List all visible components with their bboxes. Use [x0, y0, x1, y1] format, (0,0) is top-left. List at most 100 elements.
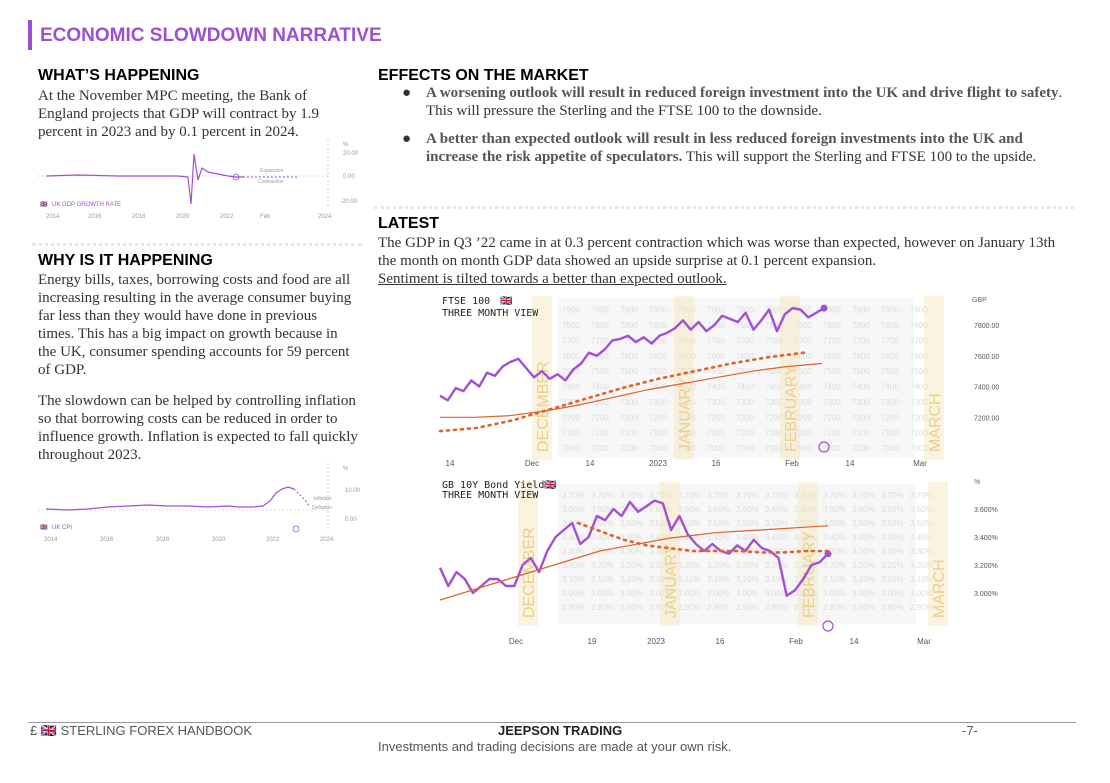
cpi-chart-label: UK CPI	[52, 525, 72, 531]
gdp-event-icon	[232, 173, 240, 181]
bond-month-band	[518, 482, 538, 626]
bond-grid-label: 3.50%	[794, 519, 817, 528]
ftse-grid-label: 7400	[794, 383, 812, 392]
ftse-ytick: 7600.00	[974, 354, 999, 361]
bond-grid-label: 3.00%	[823, 589, 846, 598]
bond-grid-label: 3.10%	[649, 575, 672, 584]
bond-grid-label: 3.70%	[852, 491, 875, 500]
ftse-grid-label: 7000	[765, 444, 783, 453]
ftse-grid-label: 7900	[852, 306, 870, 315]
cpi-ytick-unit: %	[343, 466, 349, 472]
ftse-grid-label: 7400	[881, 383, 899, 392]
bond-grid-label: 3.10%	[562, 575, 585, 584]
bond-xtick: Feb	[789, 637, 803, 646]
effects-bullet-2-bold: A better than expected outlook will resu…	[426, 131, 1023, 165]
bond-ytick: 3.600%	[974, 507, 998, 514]
ftse-grid-label: 7900	[881, 306, 899, 315]
ftse-ytick: 7400.00	[974, 385, 999, 392]
gdp-ytick-unit: %	[343, 142, 349, 148]
ftse-grid-label: 7000	[620, 444, 638, 453]
ftse-grid-label: 7300	[707, 398, 725, 407]
ftse-grid-label: 7600	[649, 352, 667, 361]
bond-grid-label: 3.40%	[620, 533, 643, 542]
bond-grid-label: 3.60%	[910, 505, 933, 514]
cpi-chart: Inflation Deflation % 10.00 0.00 🇬🇧 UK C…	[38, 463, 361, 543]
ftse-xtick: 14	[846, 459, 855, 468]
ftse-grid-label: 7500	[910, 367, 928, 376]
why-happening-text-2: The slowdown can be helped by controllin…	[38, 393, 358, 463]
ftse-grid-label: 7600	[794, 352, 812, 361]
ftse-grid-label: 7800	[707, 321, 725, 330]
bond-grid-label: 3.60%	[823, 505, 846, 514]
bond-grid-label: 3.50%	[910, 519, 933, 528]
ftse-grid-label: 7200	[823, 413, 841, 422]
ftse-month-band	[780, 296, 800, 460]
bond-grid-label: 3.70%	[794, 491, 817, 500]
gdp-xtick: 2014	[46, 214, 60, 220]
gdp-ytick: 20.00	[343, 151, 359, 157]
ftse-grid-label: 7600	[852, 352, 870, 361]
bond-grid-label: 3.10%	[591, 575, 614, 584]
ftse-grid-label: 7300	[678, 398, 696, 407]
bond-grid-label: 3.50%	[591, 519, 614, 528]
bond-grid-label: 3.30%	[591, 547, 614, 556]
bond-grid-label: 2.90%	[707, 603, 730, 612]
bond-grid-label: 3.20%	[794, 561, 817, 570]
bond-xtick: 19	[588, 637, 597, 646]
bond-grid-label: 3.20%	[678, 561, 701, 570]
ftse-grid-label: 7700	[678, 336, 696, 345]
bond-grid-label: 3.60%	[591, 505, 614, 514]
ftse-grid-label: 7900	[765, 306, 783, 315]
ftse-xtick: Mar	[913, 459, 927, 468]
ftse-grid-label: 7800	[649, 321, 667, 330]
ftse-grid-label: 7900	[562, 306, 580, 315]
ftse-grid-label: 7800	[591, 321, 609, 330]
ftse-grid-label: 7400	[765, 383, 783, 392]
gdp-xtick: 2024	[318, 214, 332, 220]
ftse-grid-label: 7200	[852, 413, 870, 422]
ftse-grid-label: 7700	[765, 336, 783, 345]
ftse-grid-label: 7400	[910, 383, 928, 392]
ftse-grid-label: 7700	[823, 336, 841, 345]
whats-happening-text: At the November MPC meeting, the Bank of…	[38, 88, 320, 140]
bullet-glyph: ●	[402, 85, 412, 101]
ftse-grid-label: 7200	[649, 413, 667, 422]
effects-heading: EFFECTS ON THE MARKET	[378, 67, 589, 84]
ftse-grid-label: 7200	[620, 413, 638, 422]
bond-grid-label: 3.30%	[707, 547, 730, 556]
ftse-grid-label: 7000	[852, 444, 870, 453]
bond-series-trend-solid	[439, 525, 829, 601]
bond-grid-label: 3.70%	[823, 491, 846, 500]
ftse-title: FTSE 100	[442, 296, 490, 307]
latest-text: The GDP in Q3 ’22 came in at 0.3 percent…	[378, 235, 1056, 269]
ftse-grid-label: 7000	[823, 444, 841, 453]
bond-grid-label: 2.90%	[823, 603, 846, 612]
bond-grid-label: 3.00%	[620, 589, 643, 598]
bond-grid-label: 3.20%	[707, 561, 730, 570]
cpi-ytick: 0.00	[345, 517, 357, 523]
effects-bullet-1: ● A worsening outlook will result in redu…	[398, 84, 1068, 120]
cpi-annot-inflation: Inflation	[314, 496, 332, 502]
bond-grid-label: 3.30%	[910, 547, 933, 556]
bond-grid-label: 3.60%	[649, 505, 672, 514]
ftse-grid-label: 7200	[881, 413, 899, 422]
footer-page-number: -7-	[962, 723, 978, 738]
bond-grid-label: 2.90%	[794, 603, 817, 612]
divider	[32, 243, 362, 246]
bond-grid-label: 3.00%	[707, 589, 730, 598]
bond-grid-label: 3.50%	[881, 519, 904, 528]
ftse-grid-label: 7100	[649, 429, 667, 438]
cpi-xtick: 2018	[156, 537, 170, 543]
ftse-grid-label: 7800	[823, 321, 841, 330]
ftse-xtick: Feb	[785, 459, 799, 468]
ftse-grid-label: 7500	[678, 367, 696, 376]
ftse-grid-label: 7500	[649, 367, 667, 376]
ftse-grid-label: 7400	[707, 383, 725, 392]
bond-grid-label: 3.40%	[794, 533, 817, 542]
bond-grid-label: 3.50%	[678, 519, 701, 528]
bond-grid-label: 3.20%	[591, 561, 614, 570]
bond-grid-label: 3.30%	[620, 547, 643, 556]
ftse-grid-label: 7500	[852, 367, 870, 376]
ftse-grid-label: 7100	[794, 429, 812, 438]
bond-xtick: 2023	[647, 637, 665, 646]
